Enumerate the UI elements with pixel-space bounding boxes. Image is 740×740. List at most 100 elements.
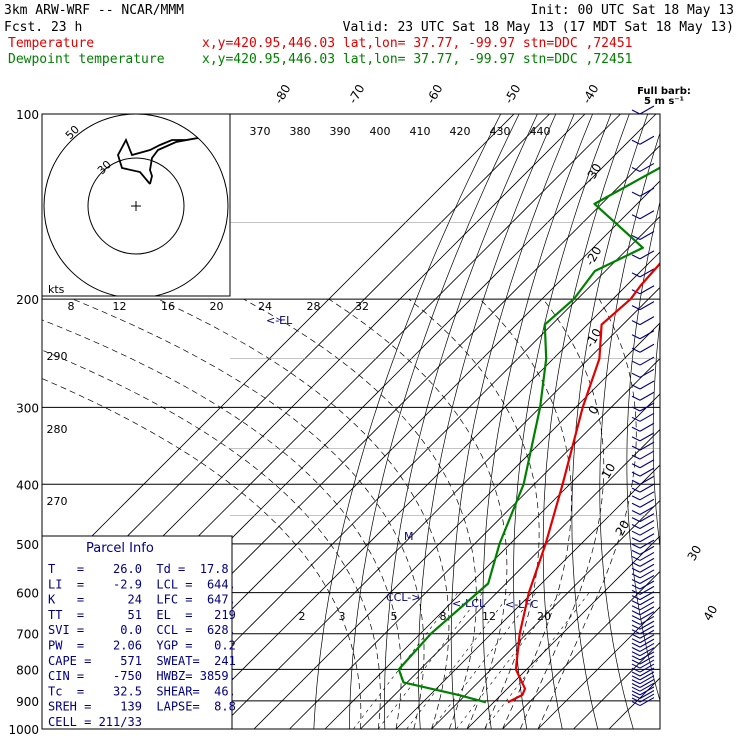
- skewt-grid: [42, 114, 740, 740]
- isotherm-line: [182, 251, 660, 729]
- moist-adiabat: [408, 298, 540, 729]
- wind-barb: [631, 629, 655, 639]
- barb-key-title: Full barb:: [637, 86, 691, 97]
- mixing-ratio-line: [484, 592, 590, 729]
- pressure-tick-label: 300: [16, 401, 39, 415]
- mixing-ratio-label: 12: [482, 610, 496, 623]
- isotherm-line: [147, 215, 660, 729]
- pressure-tick-label: 900: [16, 695, 39, 709]
- dry-adiabat: [626, 200, 660, 702]
- isotherm-line: [324, 393, 660, 729]
- wind-barb: [631, 686, 655, 696]
- forecast-hour: Fcst. 23 h: [4, 20, 82, 35]
- isotherm-label: 40: [701, 603, 721, 623]
- wind-barb: [631, 663, 655, 673]
- level-annotation: CCL->: [386, 591, 420, 604]
- wind-barb: [631, 250, 655, 260]
- mixing-ratio-line: [456, 592, 562, 729]
- wind-barb: [631, 432, 655, 442]
- isotherm-line: [289, 357, 660, 729]
- parcel-info-row: TT = 51 EL = 219: [48, 608, 236, 622]
- dry-adiabat: [482, 114, 593, 729]
- mixing-ratio-label: 2: [299, 610, 306, 623]
- wind-barb: [631, 368, 655, 378]
- theta-side-label: 290: [47, 350, 68, 363]
- wind-barb: [631, 231, 655, 241]
- hodograph-x-tick: 28: [307, 300, 321, 313]
- isotherm-line: [218, 286, 660, 729]
- isotherm-label: -60: [424, 82, 446, 106]
- wind-barb: [631, 678, 655, 688]
- wind-barb: [631, 611, 655, 621]
- wind-barb: [631, 533, 655, 543]
- isotherm-line: [42, 114, 550, 623]
- theta-label: 390: [330, 125, 351, 138]
- wind-barb: [631, 402, 655, 412]
- parcel-info-row: K = 24 LFC = 647.: [48, 593, 236, 607]
- legend-dewpoint-location: x,y=420.95,446.03 lat,lon= 37.77, -99.97…: [202, 52, 632, 67]
- wind-barb: [631, 659, 655, 669]
- parcel-info-row: T = 26.0 Td = 17.8: [48, 562, 229, 576]
- dewpoint-profile: [397, 166, 660, 704]
- moist-adiabat: [243, 298, 477, 729]
- wind-barb: [631, 356, 655, 366]
- theta-label: 370: [250, 125, 271, 138]
- dry-adiabat: [652, 317, 660, 550]
- wind-barb: [631, 467, 655, 477]
- wind-barb: [631, 268, 655, 278]
- theta-label: 380: [290, 125, 311, 138]
- wind-barb: [631, 187, 655, 197]
- hodograph-speed-label: kts: [48, 283, 65, 296]
- hodograph-x-tick: 12: [113, 300, 127, 313]
- plot-frame: [41, 113, 661, 730]
- wind-barb: [631, 441, 655, 451]
- wind-barb: [631, 450, 655, 460]
- isotherm-label: 20: [613, 518, 633, 538]
- level-annotation: M: [404, 530, 414, 543]
- isotherm-label: -40: [580, 82, 602, 106]
- theta-label: 410: [410, 125, 431, 138]
- wind-barb: [631, 638, 655, 648]
- wind-barb: [631, 689, 655, 699]
- dry-adiabat: [728, 114, 740, 740]
- wind-barb: [631, 210, 655, 220]
- dry-adiabat: [599, 131, 660, 729]
- wind-barb: [631, 343, 655, 353]
- wind-barb: [631, 651, 655, 661]
- pressure-tick-label: 1000: [8, 723, 39, 737]
- dry-adiabat: [348, 114, 520, 729]
- temperature-profile: [507, 261, 660, 704]
- wind-barb: [631, 625, 655, 635]
- wind-barb: [631, 459, 655, 469]
- wind-barb: [631, 513, 655, 523]
- parcel-info-row: PW = 2.06 YGP = 0.2: [48, 639, 236, 653]
- pressure-tick-label: 600: [16, 587, 39, 601]
- wind-barb: [631, 585, 655, 595]
- wind-barb: [631, 301, 655, 311]
- wind-barb: [631, 647, 655, 657]
- wind-barbs: [631, 105, 655, 707]
- hodograph-x-tick: 20: [210, 300, 224, 313]
- valid-time: Valid: 23 UTC Sat 18 May 13 (17 MDT Sat …: [343, 20, 734, 35]
- isotherm-line: [360, 428, 660, 729]
- wind-barb: [631, 557, 655, 567]
- wind-barb: [631, 330, 655, 340]
- mixing-ratio-label: 8: [440, 610, 447, 623]
- wind-barb: [631, 519, 655, 529]
- init-time: Init: 00 UTC Sat 18 May 13: [531, 3, 735, 18]
- theta-label: 430: [490, 125, 511, 138]
- wind-barb: [631, 615, 655, 625]
- isotherm-line: [537, 606, 660, 729]
- dry-adiabat: [313, 114, 502, 729]
- wind-barb: [631, 475, 655, 485]
- isotherm-label: 0: [586, 403, 602, 417]
- wind-barb: [631, 483, 655, 493]
- wind-barb: [631, 545, 655, 555]
- legend-temperature: Temperature: [8, 36, 94, 51]
- legend-dewpoint: Dewpoint temperature: [8, 52, 165, 67]
- pressure-tick-label: 800: [16, 663, 39, 677]
- isotherm-line: [253, 322, 660, 729]
- level-annotation: <-LFC: [505, 598, 539, 611]
- level-annotation: <-EL: [266, 314, 293, 327]
